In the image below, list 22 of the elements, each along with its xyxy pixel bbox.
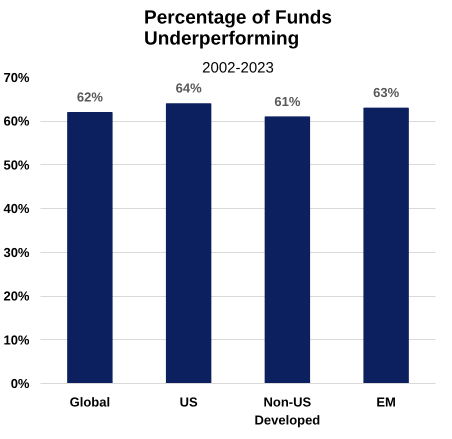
bar: [67, 112, 113, 384]
data-label: 63%: [373, 85, 400, 100]
bar: [363, 108, 409, 384]
y-tick-label: 10%: [3, 332, 30, 348]
y-tick-label: 30%: [3, 244, 30, 260]
data-label: 62%: [76, 89, 104, 104]
y-tick-label: 70%: [3, 70, 30, 85]
y-tick-label: 20%: [3, 288, 30, 304]
chart-title: Percentage of Funds Underperforming: [144, 8, 332, 50]
data-label: 64%: [176, 80, 202, 96]
chart-subtitle: 2002-2023: [202, 60, 274, 76]
x-tick-label: EM: [376, 394, 396, 410]
data-label: 61%: [274, 94, 301, 109]
bar: [264, 116, 310, 384]
y-tick-label: 50%: [3, 157, 30, 172]
y-tick-label: 60%: [3, 114, 30, 129]
x-tick-label: Non-US Developed: [254, 394, 320, 428]
y-tick-label: 0%: [10, 376, 30, 391]
x-tick-label: Global: [70, 394, 110, 410]
bar: [166, 103, 212, 384]
x-tick-label: US: [180, 394, 198, 410]
y-tick-label: 40%: [3, 201, 30, 216]
